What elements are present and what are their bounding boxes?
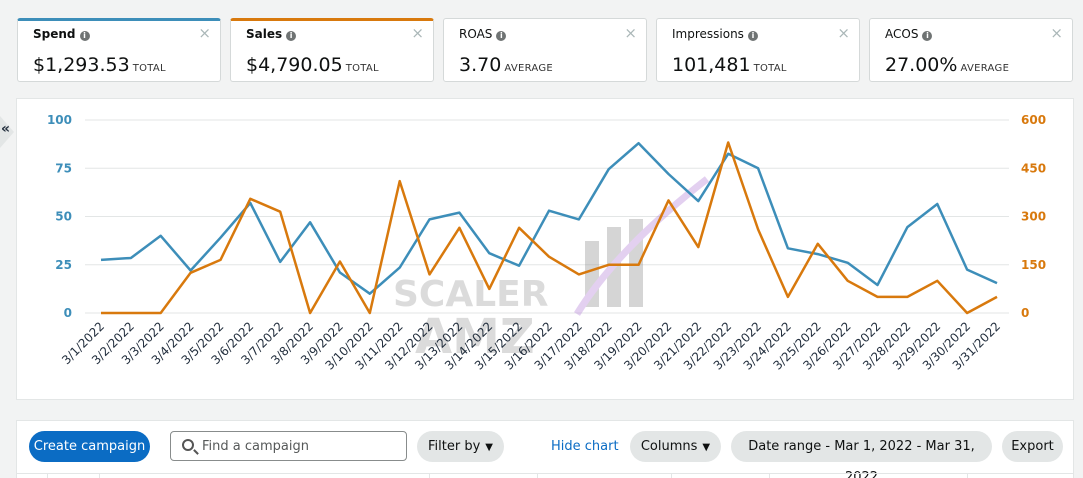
metric-name: Spend i (33, 27, 90, 41)
metric-value: 27.00% AVERAGE (885, 54, 1010, 76)
export-button[interactable]: Export (1002, 431, 1063, 462)
metric-card-spend[interactable]: Spend i × $1,293.53 TOTAL (17, 18, 221, 82)
y-axis-right: 0 150 300 450 600 (1021, 113, 1046, 320)
chevron-down-icon: ▼ (702, 442, 711, 453)
info-icon[interactable]: i (286, 31, 297, 41)
column-divider (769, 473, 770, 478)
watermark-swoosh (574, 176, 710, 316)
y-tick-label-left: 0 (64, 306, 72, 320)
y-tick-label-right: 450 (1021, 161, 1046, 175)
info-icon[interactable]: i (496, 31, 507, 41)
search-input[interactable] (202, 436, 397, 456)
close-icon[interactable]: × (198, 24, 211, 42)
metric-aggregation: TOTAL (753, 63, 787, 74)
chart-panel: AMZ SCALER 0 25 50 75 100 0 150 300 450 600 3/1/… (16, 98, 1074, 400)
watermark-bar (607, 227, 621, 307)
metric-aggregation: TOTAL (132, 63, 166, 74)
y-tick-label-left: 25 (55, 258, 72, 272)
campaign-table: Create campaign Filter by ▼ Hide chart Co… (16, 420, 1074, 478)
watermark-logo: AMZ SCALER (393, 176, 710, 365)
metric-cards: Spend i × $1,293.53 TOTAL Sales i × $4,790.… (17, 18, 1073, 82)
metric-card-roas[interactable]: ROAS i × 3.70 AVERAGE (443, 18, 647, 82)
column-divider (47, 473, 48, 478)
series-line-spend (100, 141, 998, 295)
table-header-divider (17, 473, 1073, 474)
info-icon[interactable]: i (922, 31, 933, 41)
watermark-line2: SCALER (393, 274, 548, 315)
metric-card-acos[interactable]: ACOS i × 27.00% AVERAGE (869, 18, 1073, 82)
filter-label: Filter by (428, 439, 481, 454)
search-box[interactable] (170, 431, 407, 461)
y-tick-label-right: 600 (1021, 113, 1046, 127)
metric-value: $4,790.05 TOTAL (246, 54, 379, 76)
metric-value: 101,481 TOTAL (672, 54, 787, 76)
hide-chart-link[interactable]: Hide chart (551, 439, 619, 454)
close-icon[interactable]: × (624, 24, 637, 42)
column-divider (429, 473, 430, 478)
y-tick-label-left: 75 (55, 161, 72, 175)
y-tick-label-left: 100 (47, 113, 72, 127)
info-icon[interactable]: i (79, 31, 90, 41)
metric-name: ROAS i (459, 27, 507, 41)
collapse-icon[interactable]: « (1, 121, 11, 137)
column-divider (537, 473, 538, 478)
close-icon[interactable]: × (411, 24, 424, 42)
metric-aggregation: AVERAGE (960, 63, 1010, 74)
columns-label: Columns (640, 439, 698, 454)
chevron-down-icon: ▼ (485, 442, 493, 453)
y-tick-label-left: 50 (55, 210, 72, 224)
info-icon[interactable]: i (747, 31, 758, 41)
search-icon (182, 439, 194, 451)
metric-aggregation: TOTAL (345, 63, 379, 74)
metric-value: 3.70 AVERAGE (459, 54, 554, 76)
column-divider (967, 473, 968, 478)
metric-card-impressions[interactable]: Impressions i × 101,481 TOTAL (656, 18, 860, 82)
watermark-bar (585, 241, 599, 307)
metric-name: Impressions i (672, 27, 758, 41)
metric-aggregation: AVERAGE (504, 63, 554, 74)
column-divider (671, 473, 672, 478)
watermark-bar (629, 219, 643, 307)
metric-value: $1,293.53 TOTAL (33, 54, 166, 76)
filter-by-button[interactable]: Filter by ▼ (417, 431, 504, 462)
metric-card-sales[interactable]: Sales i × $4,790.05 TOTAL (230, 18, 434, 82)
column-divider (99, 473, 100, 478)
columns-button[interactable]: Columns ▼ (630, 431, 721, 462)
close-icon[interactable]: × (1050, 24, 1063, 42)
date-range-button[interactable]: Date range - Mar 1, 2022 - Mar 31, 2022 (731, 431, 992, 478)
y-axis-left: 0 25 50 75 100 (47, 113, 72, 320)
series-line-sales (101, 141, 998, 315)
watermark-line1: AMZ (415, 309, 535, 365)
metric-name: ACOS i (885, 27, 933, 41)
y-tick-label-right: 150 (1021, 258, 1046, 272)
create-campaign-button[interactable]: Create campaign (29, 431, 150, 462)
metric-name: Sales i (246, 27, 297, 41)
series-lines (100, 141, 998, 315)
y-tick-label-right: 0 (1021, 306, 1029, 320)
y-tick-label-right: 300 (1021, 210, 1046, 224)
close-icon[interactable]: × (837, 24, 850, 42)
